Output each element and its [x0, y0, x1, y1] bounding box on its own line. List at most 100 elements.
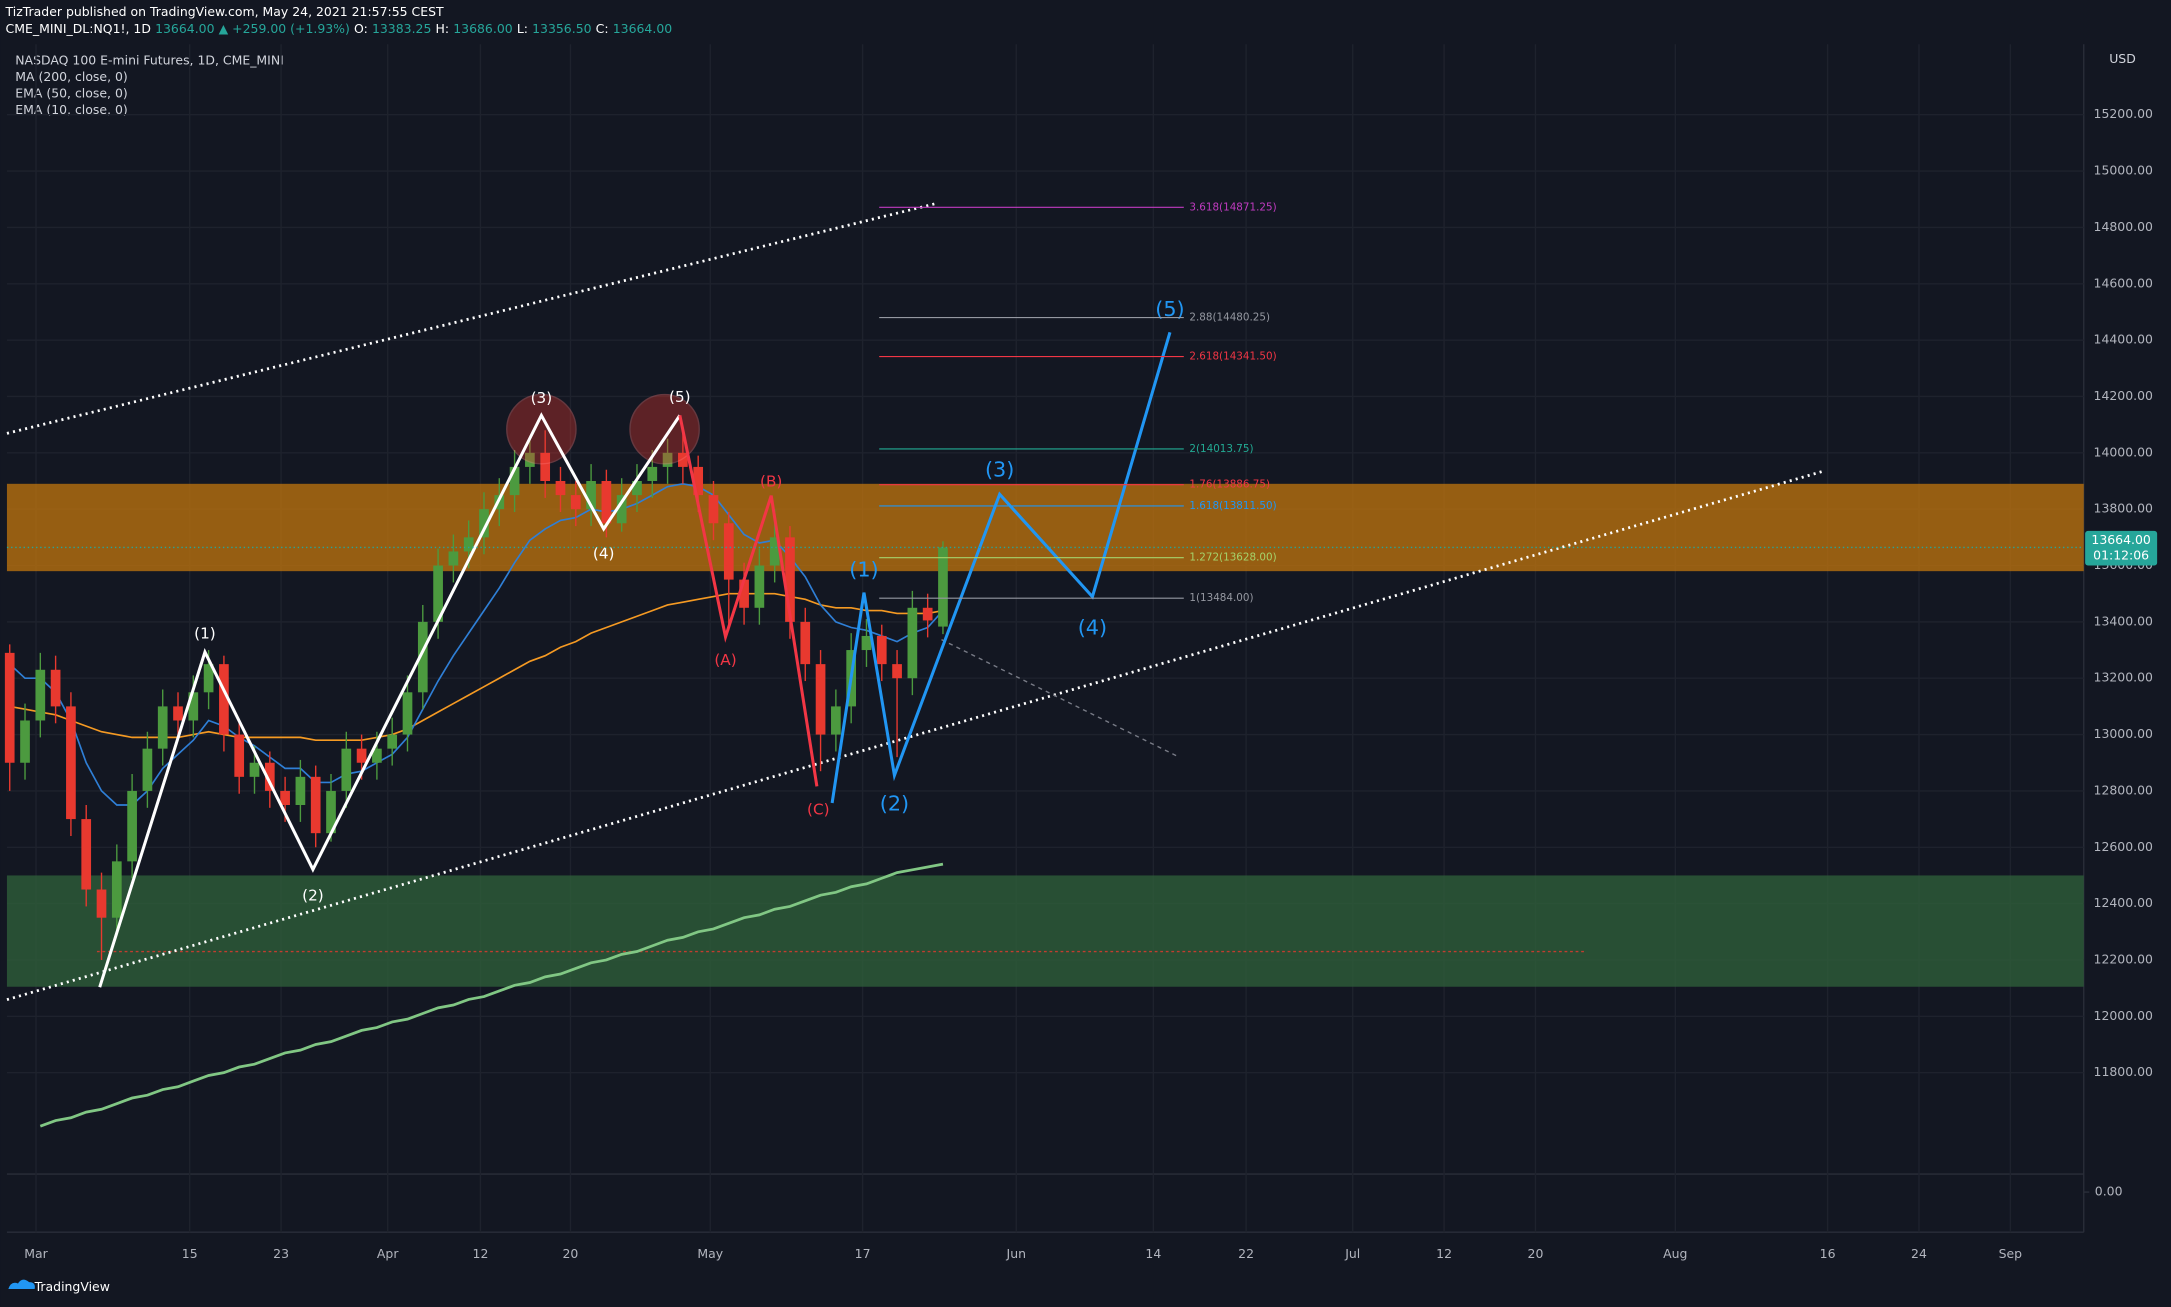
x-tick-label: Jun — [1006, 1246, 1026, 1261]
candle-body — [402, 692, 413, 735]
candle-body — [693, 466, 704, 496]
x-tick-label: 14 — [1145, 1246, 1161, 1261]
y-tick-label: 12800.00 — [2094, 782, 2153, 797]
candle-body — [433, 565, 443, 622]
fib-label: 2(14013.75) — [1189, 443, 1253, 455]
quote-part: 13664.00 — [613, 21, 672, 36]
candle-body — [647, 466, 658, 482]
wave-label: (4) — [1078, 616, 1107, 640]
candle-body — [723, 523, 734, 580]
candle-body — [203, 664, 214, 693]
last-price-label: 13664.00 — [2091, 532, 2150, 547]
candle-body — [785, 537, 795, 622]
wave-label: (C) — [807, 800, 830, 818]
wave-label: (A) — [714, 651, 736, 669]
candle-body — [831, 706, 841, 735]
x-tick-label: 23 — [273, 1246, 289, 1261]
y-tick-label: 11800.00 — [2094, 1064, 2153, 1079]
wave-label: (1) — [194, 625, 216, 643]
channel-upper — [6, 202, 937, 435]
candle-body — [35, 669, 46, 721]
published-line: TizTrader published on TradingView.com, … — [5, 4, 444, 19]
candle-body — [249, 762, 260, 777]
quote-part: 13664.00 — [155, 21, 214, 36]
candle-body — [815, 664, 826, 735]
candle-body — [264, 762, 275, 791]
quote-part: O: — [354, 21, 368, 36]
candle-body — [280, 790, 290, 806]
quote-part: 13686.00 — [453, 21, 512, 36]
x-tick-label: 15 — [182, 1246, 198, 1261]
candle-body — [616, 495, 627, 524]
y-tick-label: 14600.00 — [2094, 275, 2153, 290]
candle-body — [892, 664, 902, 679]
candle-body — [157, 706, 168, 749]
y-tick-label: 13800.00 — [2094, 501, 2153, 516]
x-tick-label: 22 — [1238, 1246, 1254, 1261]
quote-part: 13356.50 — [532, 21, 591, 36]
quote-part: H: — [436, 21, 450, 36]
footer-brand: TradingView — [34, 1279, 110, 1294]
countdown: 01:12:06 — [2093, 547, 2149, 562]
candle-body — [861, 635, 872, 651]
last-price-tag — [2085, 530, 2158, 566]
wave-label: (3) — [531, 389, 553, 407]
fib-label: 1.76(13886.75) — [1189, 479, 1270, 491]
x-tick-label: 24 — [1911, 1246, 1927, 1261]
x-tick-label: May — [697, 1246, 723, 1261]
candle-body — [234, 734, 245, 777]
candle-body — [448, 551, 459, 566]
y-tick-label: 12400.00 — [2094, 895, 2153, 910]
quote-part: 13383.25 — [372, 21, 431, 36]
candle-body — [525, 452, 535, 467]
candle-body — [142, 748, 153, 791]
candle-body — [555, 481, 566, 496]
candle-body — [326, 790, 336, 834]
candle-body — [586, 481, 596, 510]
candle-body — [922, 607, 933, 621]
y-tick-label: 14400.00 — [2094, 332, 2153, 347]
fib-label: 1(13484.00) — [1189, 592, 1253, 604]
y-tick-label: 13000.00 — [2094, 726, 2153, 741]
wave-label: (2) — [302, 886, 324, 904]
candle-body — [111, 861, 122, 918]
legend-entry: EMA (50, close, 0) — [15, 86, 127, 101]
wave-label: (3) — [985, 458, 1014, 482]
channel-lower — [6, 469, 1826, 1001]
quote-part: ▲ +259.00 (+1.93%) — [219, 21, 350, 36]
candle-body — [463, 537, 474, 552]
y-tick-label: 15200.00 — [2094, 106, 2153, 121]
candle-body — [356, 748, 367, 763]
candle-body — [678, 452, 688, 467]
pane-tick-label: 0.00 — [2095, 1184, 2123, 1199]
candle-body — [632, 481, 642, 496]
candle-body — [295, 776, 306, 806]
y-tick-label: 13400.00 — [2094, 613, 2153, 628]
y-tick-label: 14800.00 — [2094, 219, 2153, 234]
candle-body — [601, 481, 612, 524]
x-tick-label: Mar — [24, 1246, 48, 1261]
candle-body — [417, 621, 428, 693]
fib-label: 1.618(13811.50) — [1189, 500, 1276, 512]
y-tick-label: 15000.00 — [2094, 163, 2153, 178]
candle-body — [20, 720, 30, 763]
candle-body — [66, 706, 76, 820]
candle-body — [173, 706, 183, 721]
candle-body — [219, 664, 229, 735]
candle-body — [188, 692, 199, 721]
wave-blue — [830, 331, 1172, 804]
candle-body — [570, 495, 581, 510]
legend-entry: MA (200, close, 0) — [15, 69, 128, 84]
candle-body — [769, 537, 780, 566]
fib-label: 1.272(13628.00) — [1189, 552, 1276, 564]
fib-label: 3.618(14871.25) — [1189, 201, 1276, 213]
candle-body — [662, 452, 673, 467]
candle-body — [708, 495, 719, 524]
x-tick-label: 20 — [1528, 1246, 1544, 1261]
candle-body — [800, 621, 811, 665]
candle-body — [509, 466, 520, 496]
legend-entry: NASDAQ 100 E-mini Futures, 1D, CME_MINI — [15, 52, 284, 67]
wave-red — [678, 415, 819, 787]
